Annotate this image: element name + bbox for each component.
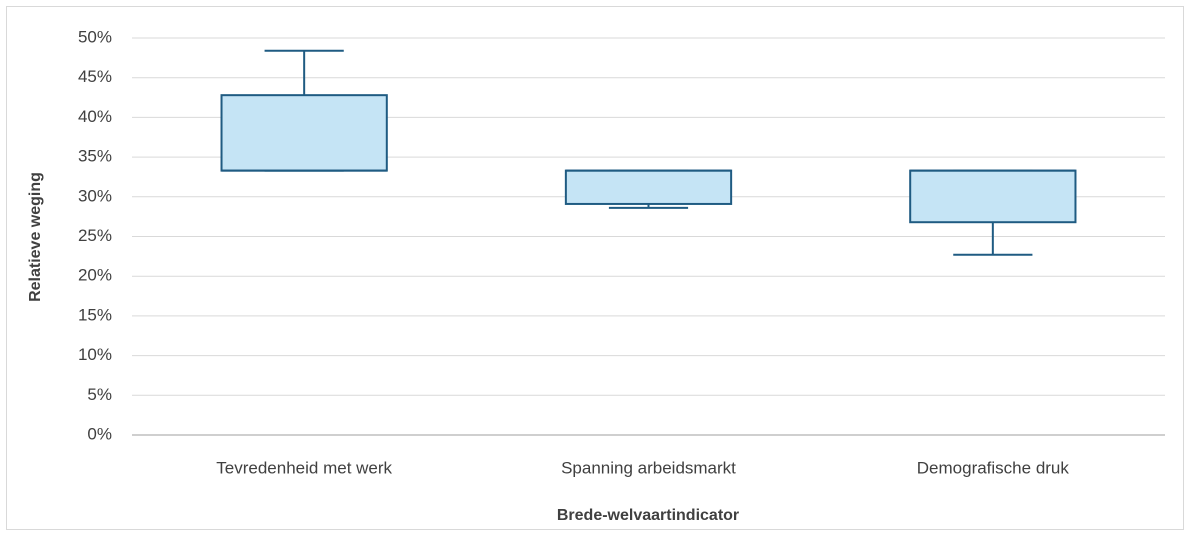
y-tick-label: 50%	[78, 27, 112, 46]
y-tick-label: 25%	[78, 226, 112, 245]
y-axis-title: Relatieve weging	[27, 172, 44, 302]
box	[564, 169, 733, 205]
box	[220, 94, 388, 172]
x-axis-title: Brede-welvaartindicator	[557, 507, 739, 524]
x-tick-label: Demografische druk	[917, 458, 1070, 477]
x-tick-label: Tevredenheid met werk	[216, 458, 392, 477]
y-tick-label: 5%	[87, 385, 112, 404]
y-tick-label: 40%	[78, 107, 112, 126]
y-tick-label: 30%	[78, 186, 112, 205]
y-tick-label: 0%	[87, 424, 112, 443]
y-tick-label: 45%	[78, 67, 112, 86]
y-tick-label: 35%	[78, 147, 112, 166]
y-tick-label: 20%	[78, 266, 112, 285]
x-tick-label: Spanning arbeidsmarkt	[561, 458, 736, 477]
y-tick-label: 10%	[78, 345, 112, 364]
box	[909, 169, 1077, 224]
chart-border	[6, 6, 1184, 530]
y-tick-label: 15%	[78, 305, 112, 324]
